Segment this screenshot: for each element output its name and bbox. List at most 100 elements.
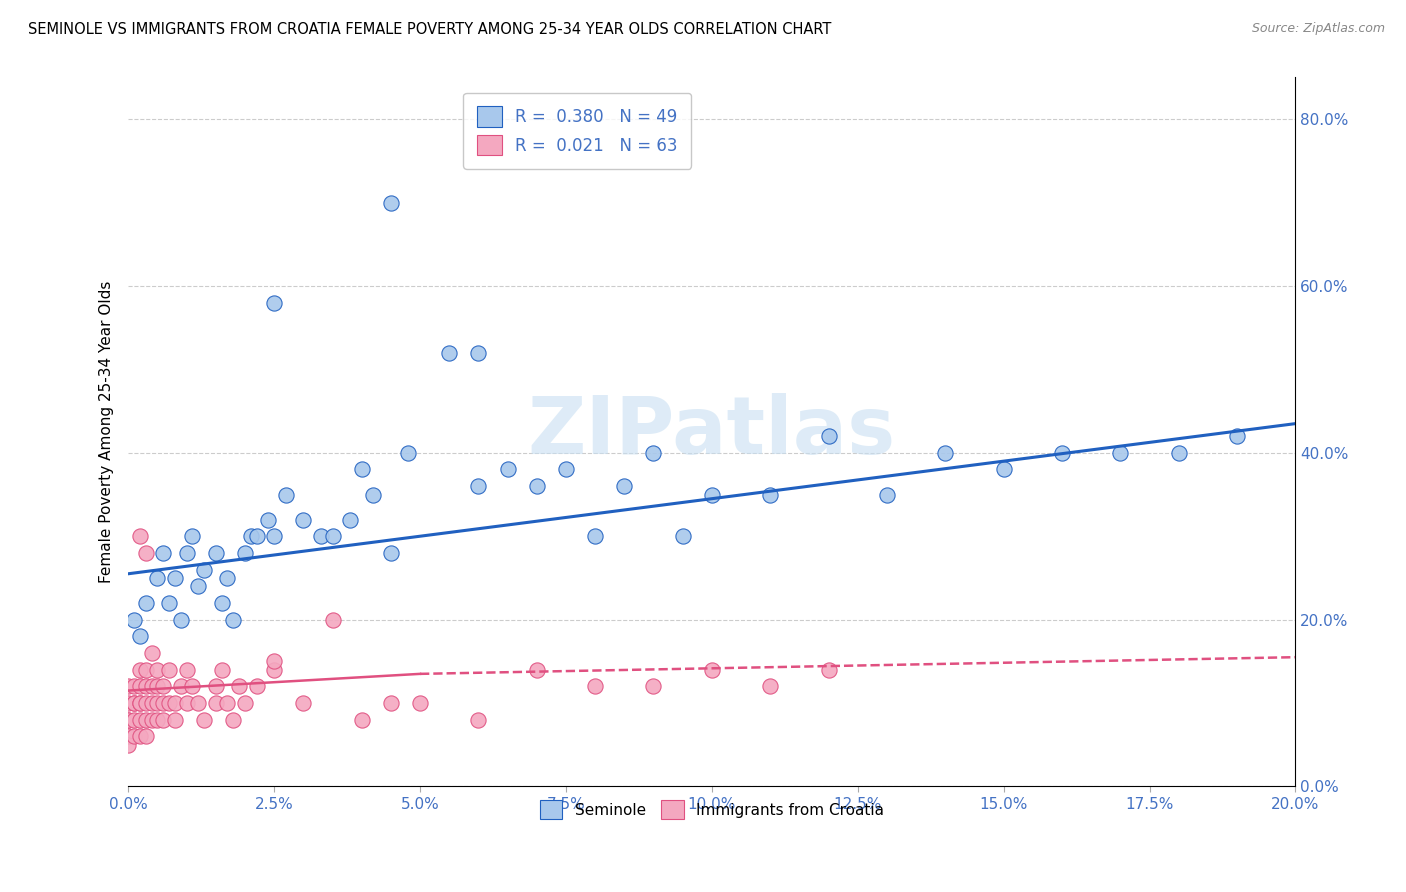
- Point: [222, 613, 245, 627]
- Point: [350, 713, 373, 727]
- Point: [233, 696, 256, 710]
- Point: [176, 663, 198, 677]
- Point: [321, 613, 343, 627]
- Point: [613, 479, 636, 493]
- Point: [193, 713, 215, 727]
- Point: [309, 529, 332, 543]
- Point: [181, 679, 204, 693]
- Point: [117, 679, 139, 693]
- Point: [467, 713, 489, 727]
- Point: [117, 713, 139, 727]
- Point: [439, 345, 461, 359]
- Point: [222, 713, 245, 727]
- Point: [135, 730, 157, 744]
- Point: [363, 487, 385, 501]
- Point: [176, 546, 198, 560]
- Point: [1167, 446, 1189, 460]
- Point: [122, 696, 145, 710]
- Text: Source: ZipAtlas.com: Source: ZipAtlas.com: [1251, 22, 1385, 36]
- Point: [204, 696, 226, 710]
- Point: [204, 679, 226, 693]
- Point: [526, 663, 548, 677]
- Point: [496, 462, 519, 476]
- Point: [257, 512, 280, 526]
- Point: [583, 529, 606, 543]
- Point: [122, 696, 145, 710]
- Point: [1226, 429, 1249, 443]
- Point: [217, 571, 239, 585]
- Point: [163, 696, 186, 710]
- Point: [117, 696, 139, 710]
- Point: [135, 663, 157, 677]
- Point: [217, 696, 239, 710]
- Point: [176, 696, 198, 710]
- Point: [141, 679, 163, 693]
- Point: [211, 596, 233, 610]
- Point: [135, 713, 157, 727]
- Point: [117, 738, 139, 752]
- Point: [380, 546, 402, 560]
- Point: [1050, 446, 1073, 460]
- Point: [163, 713, 186, 727]
- Point: [129, 696, 152, 710]
- Point: [643, 446, 665, 460]
- Point: [152, 696, 174, 710]
- Point: [122, 679, 145, 693]
- Point: [187, 696, 209, 710]
- Point: [157, 696, 180, 710]
- Point: [146, 696, 169, 710]
- Point: [152, 679, 174, 693]
- Legend: Seminole, Immigrants from Croatia: Seminole, Immigrants from Croatia: [533, 794, 890, 825]
- Point: [157, 663, 180, 677]
- Point: [350, 462, 373, 476]
- Point: [233, 546, 256, 560]
- Point: [146, 679, 169, 693]
- Point: [141, 696, 163, 710]
- Point: [187, 579, 209, 593]
- Point: [993, 462, 1015, 476]
- Point: [122, 730, 145, 744]
- Point: [396, 446, 419, 460]
- Point: [146, 713, 169, 727]
- Point: [339, 512, 361, 526]
- Point: [292, 696, 315, 710]
- Point: [135, 546, 157, 560]
- Point: [876, 487, 898, 501]
- Point: [129, 696, 152, 710]
- Point: [263, 654, 285, 668]
- Point: [129, 529, 152, 543]
- Point: [292, 512, 315, 526]
- Point: [380, 195, 402, 210]
- Point: [467, 479, 489, 493]
- Point: [141, 713, 163, 727]
- Point: [583, 679, 606, 693]
- Text: ZIPatlas: ZIPatlas: [527, 393, 896, 471]
- Point: [672, 529, 695, 543]
- Point: [129, 730, 152, 744]
- Point: [239, 529, 262, 543]
- Point: [321, 529, 343, 543]
- Point: [122, 613, 145, 627]
- Point: [817, 663, 839, 677]
- Point: [122, 713, 145, 727]
- Point: [193, 563, 215, 577]
- Point: [934, 446, 956, 460]
- Point: [555, 462, 578, 476]
- Point: [163, 571, 186, 585]
- Point: [700, 663, 723, 677]
- Point: [170, 679, 193, 693]
- Point: [157, 596, 180, 610]
- Point: [135, 696, 157, 710]
- Point: [817, 429, 839, 443]
- Point: [228, 679, 250, 693]
- Point: [146, 571, 169, 585]
- Point: [117, 713, 139, 727]
- Point: [643, 679, 665, 693]
- Point: [152, 713, 174, 727]
- Point: [700, 487, 723, 501]
- Point: [146, 663, 169, 677]
- Point: [117, 730, 139, 744]
- Point: [263, 529, 285, 543]
- Point: [380, 696, 402, 710]
- Point: [141, 646, 163, 660]
